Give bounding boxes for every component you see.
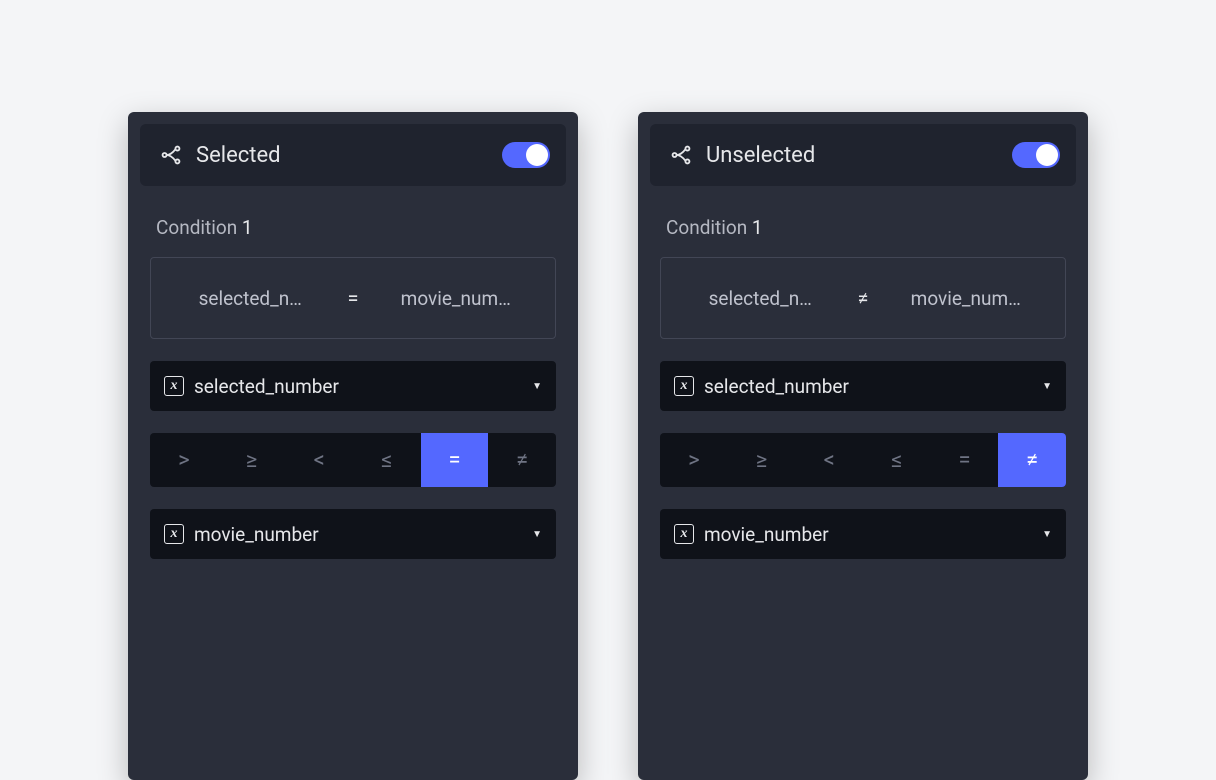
expression-operator: ≠ bbox=[840, 286, 887, 310]
variable-b-label: movie_number bbox=[194, 523, 532, 546]
enable-toggle[interactable] bbox=[502, 142, 550, 168]
panel-title: Selected bbox=[196, 143, 281, 168]
toggle-knob bbox=[526, 144, 548, 166]
variable-a-dropdown[interactable]: x selected_number ▼ bbox=[660, 361, 1066, 411]
condition-panel: Unselected Condition 1 selected_n… ≠ mov… bbox=[638, 112, 1088, 780]
panel-title: Unselected bbox=[706, 143, 815, 168]
chevron-down-icon: ▼ bbox=[1042, 529, 1052, 540]
operator-lt-button[interactable]: < bbox=[795, 433, 863, 487]
expression-right: movie_num… bbox=[377, 287, 536, 310]
operator-lt-button[interactable]: < bbox=[285, 433, 353, 487]
panel-header: Unselected bbox=[650, 124, 1076, 186]
variable-icon: x bbox=[674, 376, 694, 396]
variable-icon: x bbox=[164, 376, 184, 396]
expression-left: selected_n… bbox=[681, 287, 840, 310]
operator-gt-button[interactable]: > bbox=[660, 433, 728, 487]
branch-icon bbox=[670, 144, 692, 166]
variable-b-label: movie_number bbox=[704, 523, 1042, 546]
expression-right: movie_num… bbox=[887, 287, 1046, 310]
operator-selector: >≥<≤=≠ bbox=[150, 433, 556, 487]
operator-eq-button[interactable]: = bbox=[931, 433, 999, 487]
expression-operator: = bbox=[330, 286, 377, 310]
operator-eq-button[interactable]: = bbox=[421, 433, 489, 487]
variable-a-label: selected_number bbox=[194, 375, 532, 398]
panel-header: Selected bbox=[140, 124, 566, 186]
enable-toggle[interactable] bbox=[1012, 142, 1060, 168]
condition-panel: Selected Condition 1 selected_n… = movie… bbox=[128, 112, 578, 780]
operator-neq-button[interactable]: ≠ bbox=[998, 433, 1066, 487]
operator-selector: >≥<≤=≠ bbox=[660, 433, 1066, 487]
operator-gte-button[interactable]: ≥ bbox=[728, 433, 796, 487]
variable-b-dropdown[interactable]: x movie_number ▼ bbox=[660, 509, 1066, 559]
operator-lte-button[interactable]: ≤ bbox=[353, 433, 421, 487]
operator-gt-button[interactable]: > bbox=[150, 433, 218, 487]
variable-b-dropdown[interactable]: x movie_number ▼ bbox=[150, 509, 556, 559]
condition-expression: selected_n… = movie_num… bbox=[150, 257, 556, 339]
chevron-down-icon: ▼ bbox=[532, 529, 542, 540]
condition-label: Condition 1 bbox=[150, 202, 556, 257]
condition-label: Condition 1 bbox=[660, 202, 1066, 257]
variable-a-label: selected_number bbox=[704, 375, 1042, 398]
toggle-knob bbox=[1036, 144, 1058, 166]
variable-icon: x bbox=[674, 524, 694, 544]
variable-icon: x bbox=[164, 524, 184, 544]
branch-icon bbox=[160, 144, 182, 166]
chevron-down-icon: ▼ bbox=[1042, 381, 1052, 392]
operator-lte-button[interactable]: ≤ bbox=[863, 433, 931, 487]
expression-left: selected_n… bbox=[171, 287, 330, 310]
condition-expression: selected_n… ≠ movie_num… bbox=[660, 257, 1066, 339]
operator-neq-button[interactable]: ≠ bbox=[488, 433, 556, 487]
operator-gte-button[interactable]: ≥ bbox=[218, 433, 286, 487]
chevron-down-icon: ▼ bbox=[532, 381, 542, 392]
variable-a-dropdown[interactable]: x selected_number ▼ bbox=[150, 361, 556, 411]
